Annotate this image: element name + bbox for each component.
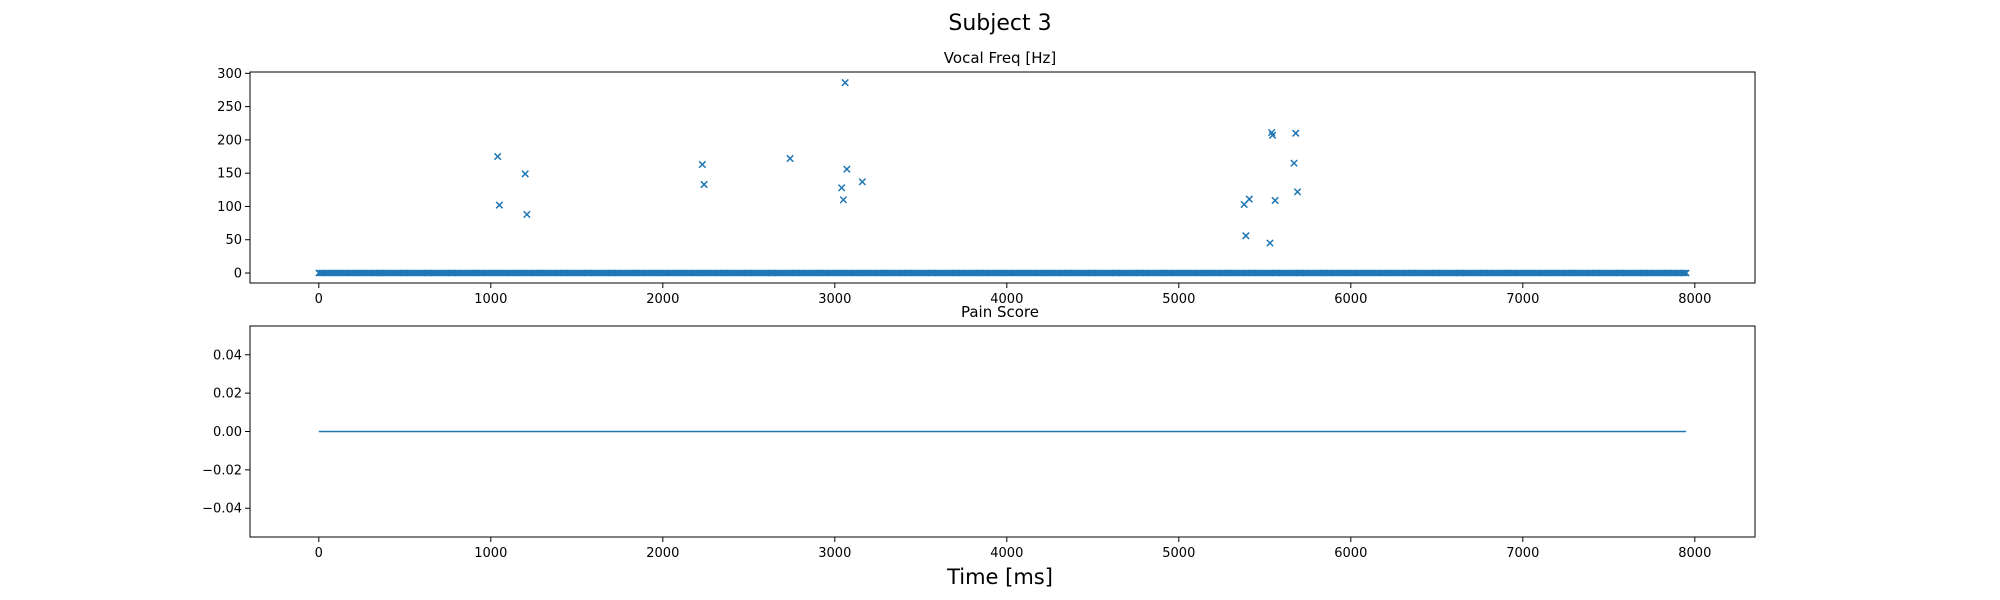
data-point [786,154,794,163]
x-tick-label: 1000 [474,292,507,307]
x-axis-label: Time [ms] [946,565,1053,589]
y-tick-label: 250 [217,100,242,115]
x-tick-label: 7000 [1506,292,1539,307]
x-tick-label: 4000 [990,546,1023,561]
data-point [523,210,531,219]
x-tick-label: 0 [315,546,323,561]
data-point [839,196,848,204]
data-point [1292,129,1300,137]
x-tick-label: 7000 [1506,546,1539,561]
y-tick-label: 0.04 [213,348,242,363]
x-tick-label: 2000 [646,546,679,561]
vocal-freq-chart-title: Vocal Freq [Hz] [944,49,1056,67]
y-tick-label: 0.00 [213,425,242,440]
x-tick-label: 2000 [646,292,679,307]
data-point [1271,196,1279,205]
x-tick-label: 0 [315,292,323,307]
y-tick-label: −0.02 [202,463,242,478]
x-tick-label: 3000 [818,546,851,561]
baseline-point [1682,269,1690,277]
data-point [700,180,708,189]
figure-title: Subject 3 [948,11,1051,36]
y-tick-label: 100 [217,200,242,215]
y-tick-label: 0.02 [213,387,242,402]
pain-score-y-axis: −0.04 −0.02 0.00 0.02 0.04 [202,348,250,517]
data-point [1266,239,1274,247]
x-tick-label: 4000 [990,292,1023,307]
y-tick-label: 200 [217,133,242,148]
x-tick-label: 5000 [1162,546,1195,561]
y-tick-label: −0.04 [202,502,242,517]
data-point [858,178,867,186]
data-point [841,78,849,87]
vocal-freq-points [493,78,1302,247]
x-tick-label: 8000 [1678,546,1711,561]
vocal-freq-plot-area [249,71,1756,284]
data-point [1290,159,1298,167]
vocal-freq-x-axis: 0 1000 2000 3000 4000 5000 6000 7000 8000 [315,283,1711,307]
data-point [1293,188,1302,196]
vocal-freq-y-axis: 0 50 100 150 200 250 300 [217,67,250,282]
vocal-freq-baseline-points [315,269,1690,277]
y-tick-label: 0 [234,267,242,282]
y-tick-label: 50 [225,233,242,248]
y-tick-label: 150 [217,167,242,182]
x-tick-label: 1000 [474,546,507,561]
data-point [1268,131,1277,139]
data-point [698,160,707,169]
pain-score-x-axis: 0 1000 2000 3000 4000 5000 6000 7000 8000 [315,537,1711,561]
data-point [837,184,846,192]
x-tick-label: 3000 [818,292,851,307]
data-point [843,165,851,173]
data-point [495,201,504,209]
data-point [1245,195,1254,203]
x-tick-label: 8000 [1678,292,1711,307]
y-tick-label: 300 [217,67,242,82]
vocal-freq-chart: Vocal Freq [Hz] 0 1000 2000 3000 4000 5000 600… [217,49,1756,307]
baseline-point [1680,269,1689,277]
x-tick-label: 6000 [1334,292,1367,307]
pain-score-chart: Pain Score 0 1000 2000 3000 4000 5000 6000 7000… [202,303,1756,561]
data-point [1242,232,1250,240]
data-point [521,170,529,178]
data-point [493,152,502,161]
x-tick-label: 6000 [1334,546,1367,561]
x-tick-label: 5000 [1162,292,1195,307]
pain-score-chart-title: Pain Score [961,303,1039,321]
